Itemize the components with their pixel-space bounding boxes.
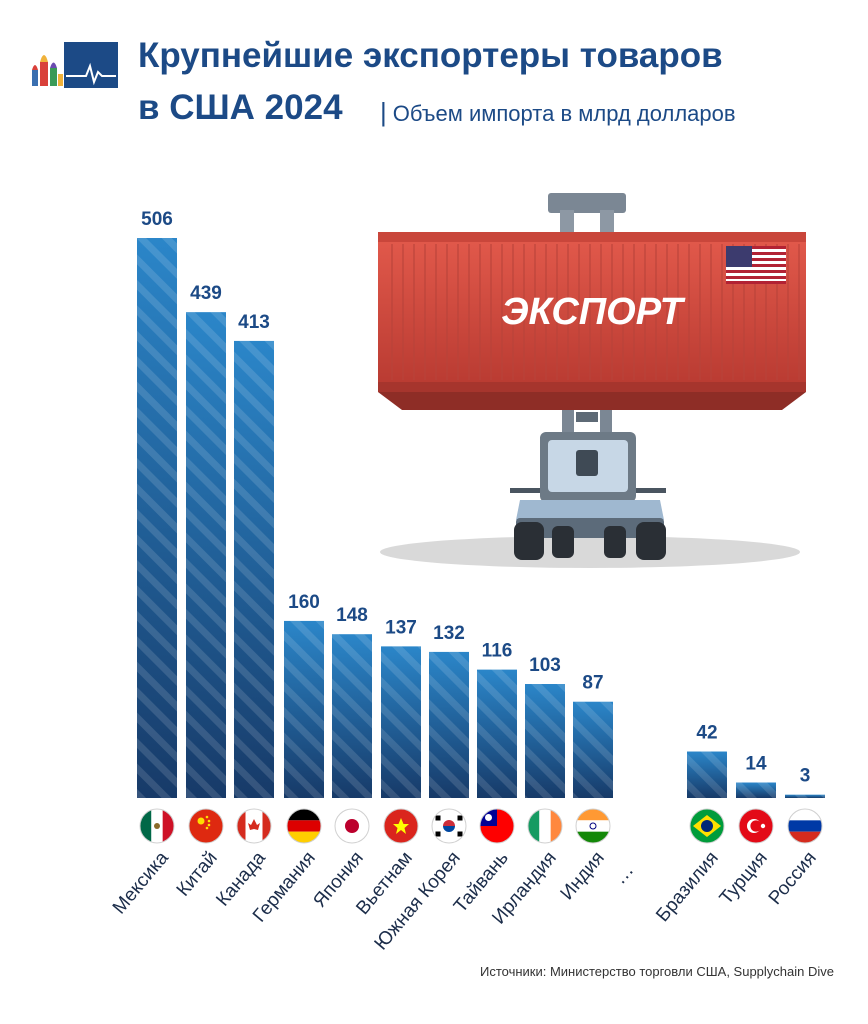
page-title: Крупнейшие экспортеры товаров (138, 36, 723, 75)
data-label: 42 (696, 723, 717, 744)
mexico-flag-icon (139, 808, 175, 844)
subtitle: Объем импорта в млрд долларов (392, 101, 736, 126)
tick-label: Китай (173, 848, 222, 901)
data-label: 160 (288, 592, 320, 613)
data-label: 132 (433, 623, 465, 644)
turkey-flag-icon (738, 808, 774, 844)
bar-stripes (284, 620, 324, 798)
bar-stripes (687, 751, 727, 798)
data-label: 137 (385, 617, 417, 638)
subtitle-wrap: | Объем импорта в млрд долларов (380, 97, 736, 127)
bar-stripes (477, 669, 517, 798)
data-label: 3 (800, 766, 811, 787)
russia-flag-icon (787, 808, 823, 844)
south-korea-flag-icon (431, 808, 467, 844)
data-label: 506 (141, 209, 173, 230)
data-label: 413 (238, 312, 270, 333)
data-label: 439 (190, 283, 222, 304)
germany-flag-icon (286, 808, 322, 844)
data-label: 87 (582, 673, 603, 694)
bar-stripes (137, 238, 177, 798)
ireland-flag-icon (527, 808, 563, 844)
data-label: 103 (529, 655, 561, 676)
india-flag-icon (575, 808, 611, 844)
bar-stripes (234, 340, 274, 798)
bar-stripes (332, 634, 372, 798)
bar-stripes (429, 651, 469, 798)
page-title-line2: в США 2024 (138, 88, 343, 127)
canada-flag-icon (236, 808, 272, 844)
bar-stripes (785, 794, 825, 798)
usa-flag-icon (726, 246, 786, 284)
tick-label: Россия (765, 848, 821, 909)
bar-stripes (573, 701, 613, 798)
tick-label: Турция (716, 848, 772, 909)
japan-flag-icon (334, 808, 370, 844)
container-illustration: ЭКСПОРТ (378, 193, 806, 568)
taiwan-flag-icon (479, 808, 515, 844)
tick-label: Бразилия (652, 848, 723, 926)
data-label: 148 (336, 605, 368, 626)
container-label: ЭКСПОРТ (501, 291, 685, 333)
brazil-flag-icon (689, 808, 725, 844)
bar-stripes (381, 646, 421, 798)
tick-label: Южная Корея (371, 848, 465, 955)
gap-marker: … (609, 859, 639, 888)
bar-stripes (525, 684, 565, 798)
data-label: 14 (745, 754, 767, 775)
vietnam-flag-icon (383, 808, 419, 844)
tick-label: Индия (557, 848, 609, 905)
data-label: 116 (482, 641, 513, 662)
china-flag-icon (188, 808, 224, 844)
tick-label: Мексика (109, 847, 173, 918)
source-note: Источники: Министерство торговли США, Su… (479, 964, 834, 979)
bar-stripes (736, 782, 776, 798)
logo-icon (28, 42, 118, 88)
bar-stripes (186, 312, 226, 798)
